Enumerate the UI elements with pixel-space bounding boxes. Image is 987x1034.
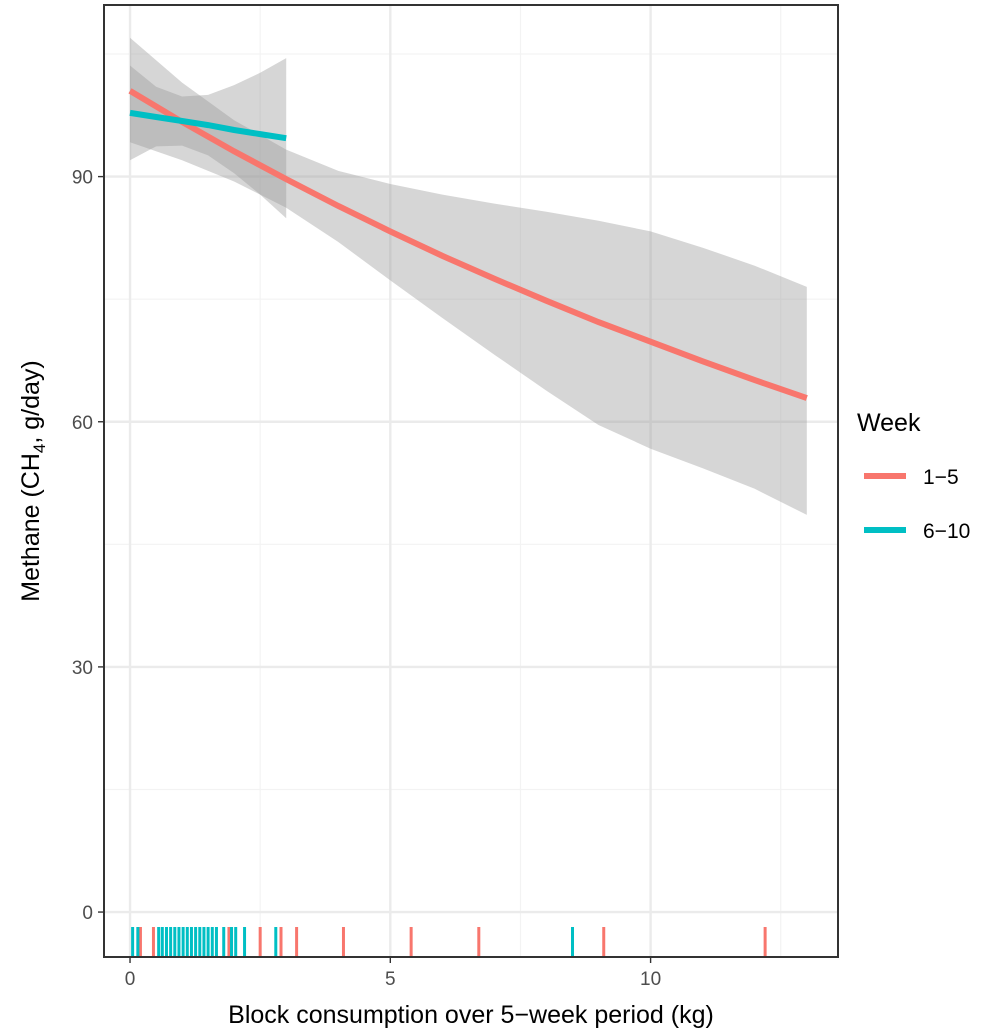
x-axis-title: Block consumption over 5−week period (kg… [228, 1001, 714, 1029]
legend-title: Week [857, 409, 921, 437]
rug-marks [131, 927, 767, 957]
ci-ribbon-1−5 [130, 37, 807, 515]
y-axis-title-subscript: 4 [30, 444, 49, 453]
x-tick-label: 10 [640, 969, 661, 990]
legend: Week 1−5 6−10 [857, 409, 970, 543]
x-tick-label: 5 [385, 969, 396, 990]
fit-lines [128, 88, 808, 401]
y-tick-label: 30 [72, 658, 93, 679]
legend-entries: 1−5 6−10 [864, 466, 970, 543]
confidence-ribbons [130, 37, 807, 515]
grid [104, 5, 838, 957]
fit-line-6−10 [129, 109, 287, 142]
y-tick-label: 90 [72, 168, 93, 189]
axes: 0 5 10 0 30 60 90 [72, 168, 661, 990]
legend-label-1−5: 1−5 [923, 466, 959, 489]
y-tick-label: 0 [82, 903, 93, 924]
fit-line-1−5 [128, 88, 808, 401]
panel-border [103, 4, 839, 958]
y-tick-label: 60 [72, 413, 93, 434]
x-tick-label: 0 [125, 969, 136, 990]
y-axis-title: Methane (CH4, g/day) [17, 360, 49, 602]
y-axis-title-main: Methane (CH [17, 453, 45, 602]
legend-label-6−10: 6−10 [923, 520, 970, 543]
y-axis-title-rest: , g/day) [17, 360, 45, 443]
